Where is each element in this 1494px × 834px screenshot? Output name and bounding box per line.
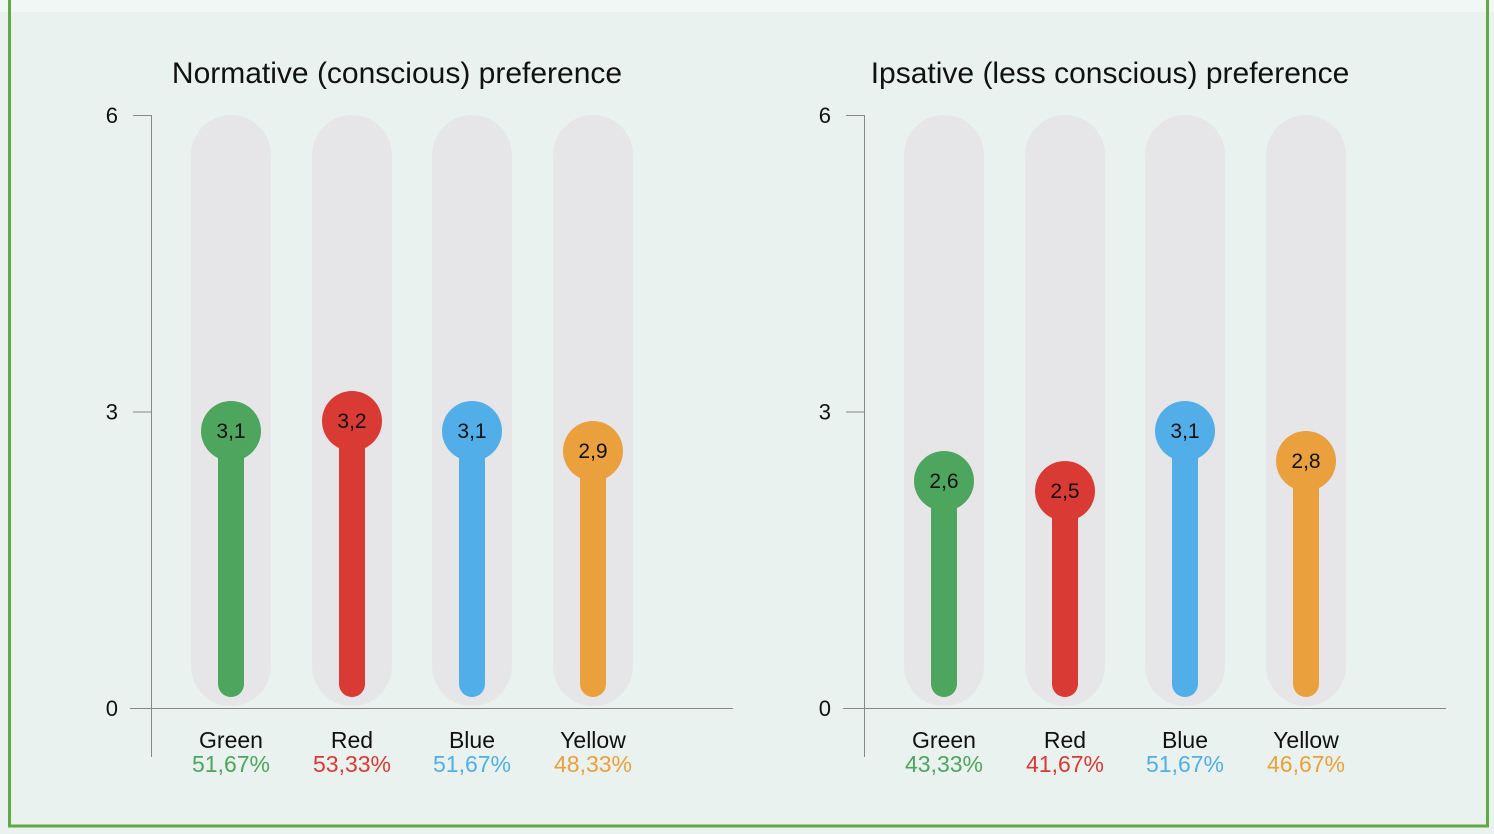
chart-2: Ipsative (less conscious) preference 0 3 6 2…: [819, 57, 1446, 777]
data-label: 3,1: [457, 420, 486, 443]
bar-cap-blue: [442, 401, 502, 461]
y-tick-label: 0: [106, 696, 118, 721]
bar-track-green: [904, 115, 984, 706]
top-strip: [0, 0, 1494, 12]
data-label: 3,1: [216, 420, 245, 443]
bar-track-yellow: [553, 115, 633, 706]
panel-border: [8, 0, 1489, 828]
percent-label: 48,33%: [554, 751, 632, 777]
chart-title: Ipsative (less conscious) preference: [871, 57, 1350, 90]
bar-track-red: [1025, 115, 1105, 706]
data-label: 2,8: [1291, 450, 1320, 473]
percent-label: 46,67%: [1267, 751, 1345, 777]
data-label: 2,6: [929, 470, 958, 493]
percent-label: 41,67%: [1026, 751, 1104, 777]
bar-yellow: [1293, 461, 1319, 697]
x-tick-label: Yellow: [1273, 727, 1339, 753]
percent-label: 51,67%: [433, 751, 511, 777]
x-tick-label: Blue: [1162, 727, 1208, 753]
bar-blue: [459, 431, 485, 697]
x-tick-label: Green: [199, 727, 263, 753]
bar-red: [1052, 491, 1078, 697]
data-label: 3,2: [337, 410, 366, 433]
x-tick-label: Yellow: [560, 727, 626, 753]
chart-title: Normative (conscious) preference: [172, 57, 622, 90]
percent-label: 53,33%: [313, 751, 391, 777]
data-label: 2,9: [578, 440, 607, 463]
bar-blue: [1172, 431, 1198, 697]
bar-red: [339, 421, 365, 697]
bar-cap-red: [1035, 461, 1095, 521]
data-label: 2,5: [1050, 480, 1079, 503]
data-label: 3,1: [1170, 420, 1199, 443]
bar-cap-green: [914, 451, 974, 511]
bar-cap-green: [201, 401, 261, 461]
y-tick-label: 6: [819, 103, 831, 128]
bar-yellow: [580, 451, 606, 697]
bar-cap-yellow: [1276, 431, 1336, 491]
bar-track-yellow: [1266, 115, 1346, 706]
y-tick-label: 3: [819, 400, 831, 425]
x-tick-label: Blue: [449, 727, 495, 753]
x-tick-label: Green: [912, 727, 976, 753]
y-tick-label: 0: [819, 696, 831, 721]
y-tick-label: 3: [106, 400, 118, 425]
x-tick-label: Red: [1044, 727, 1086, 753]
bar-green: [931, 481, 957, 697]
x-tick-label: Red: [331, 727, 373, 753]
bar-cap-red: [322, 391, 382, 451]
bar-cap-blue: [1155, 401, 1215, 461]
bar-green: [218, 431, 244, 697]
percent-label: 51,67%: [1146, 751, 1224, 777]
bar-cap-yellow: [563, 421, 623, 481]
percent-label: 43,33%: [905, 751, 983, 777]
chart-1: Normative (conscious) preference 0 3 6 3,1 Gr…: [106, 57, 733, 777]
percent-label: 51,67%: [192, 751, 270, 777]
y-tick-label: 6: [106, 103, 118, 128]
